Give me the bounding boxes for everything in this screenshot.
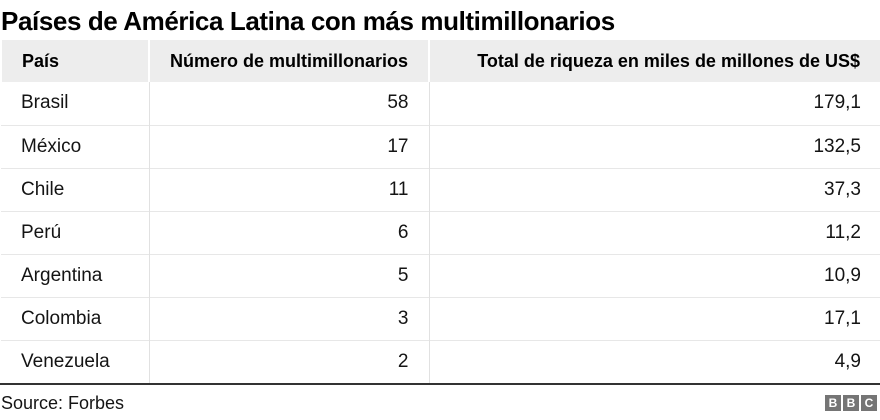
source-credit: Source: Forbes xyxy=(1,392,125,413)
wealth-cell: 17,1 xyxy=(428,296,880,340)
wealth-cell: 132,5 xyxy=(428,124,880,168)
table-row: Argentina 5 10,9 xyxy=(1,253,880,297)
count-cell: 58 xyxy=(148,82,429,125)
country-cell: Argentina xyxy=(1,253,149,297)
bbc-logo-letter: B xyxy=(825,395,841,411)
wealth-cell: 10,9 xyxy=(428,253,880,297)
wealth-cell: 11,2 xyxy=(428,210,880,254)
table-header-row: País Número de multimillonarios Total de… xyxy=(0,40,880,82)
bbc-logo-letter: B xyxy=(843,395,859,411)
table-row: Colombia 3 17,1 xyxy=(1,296,880,340)
country-cell: Brasil xyxy=(21,92,69,114)
bbc-logo: B B C xyxy=(825,395,877,411)
count-cell: 3 xyxy=(148,296,429,340)
count-cell: 2 xyxy=(148,339,429,383)
count-cell: 5 xyxy=(148,253,429,297)
column-header-wealth: Total de riqueza en miles de millones de… xyxy=(428,40,880,82)
country-cell: Colombia xyxy=(1,296,149,340)
count-cell: 17 xyxy=(148,124,429,168)
wealth-cell: 4,9 xyxy=(428,339,880,383)
count-cell: 11 xyxy=(148,167,429,211)
wealth-cell: 179,1 xyxy=(428,82,880,125)
billionaires-table: País Número de multimillonarios Total de… xyxy=(0,40,880,383)
country-cell: Perú xyxy=(1,210,149,254)
column-header-country: País xyxy=(0,40,150,82)
country-cell: Venezuela xyxy=(1,339,149,383)
table-row: México 17 132,5 xyxy=(1,124,880,168)
page-title: Países de América Latina con más multimi… xyxy=(1,6,615,36)
country-cell: México xyxy=(1,124,149,168)
wealth-cell: 37,3 xyxy=(428,167,880,211)
table-row: Brasil 58 179,1 xyxy=(1,82,880,125)
footer-divider xyxy=(0,383,880,385)
country-cell: Chile xyxy=(1,167,149,211)
column-header-count: Número de multimillonarios xyxy=(148,40,430,82)
table-row: Venezuela 2 4,9 xyxy=(1,339,880,383)
table-row: Perú 6 11,2 xyxy=(1,210,880,254)
footer: Source: Forbes B B C xyxy=(0,385,880,419)
bbc-logo-letter: C xyxy=(861,395,877,411)
table-row: Chile 11 37,3 xyxy=(1,167,880,211)
count-cell: 6 xyxy=(148,210,429,254)
